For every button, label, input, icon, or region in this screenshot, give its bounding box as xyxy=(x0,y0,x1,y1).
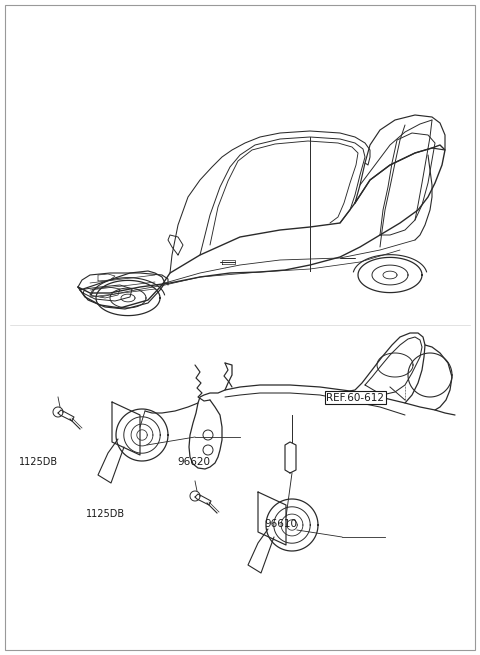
Text: 96620: 96620 xyxy=(178,457,211,467)
Text: 96610: 96610 xyxy=(264,519,297,529)
Text: REF.60-612: REF.60-612 xyxy=(326,393,384,403)
Text: 1125DB: 1125DB xyxy=(19,457,59,467)
Text: 1125DB: 1125DB xyxy=(86,509,126,519)
